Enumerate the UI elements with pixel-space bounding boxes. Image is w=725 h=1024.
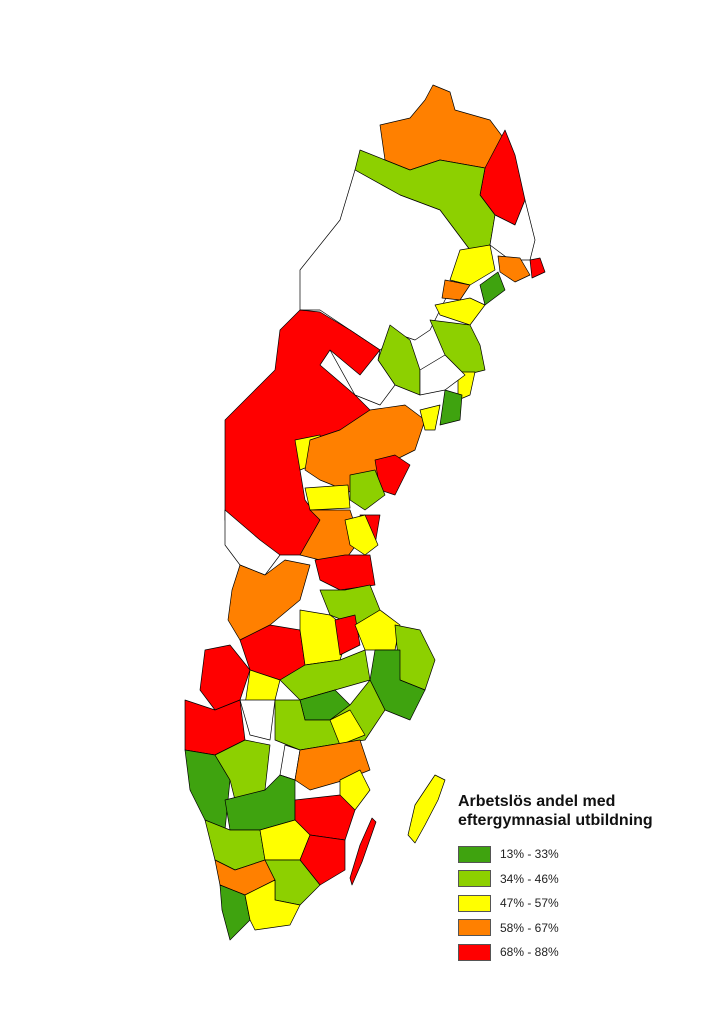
legend-title-line1: Arbetslös andel med [458,793,616,810]
map-legend: Arbetslös andel med eftergymnasial utbil… [458,792,653,965]
region-ne-yellow2 [434,297,486,326]
legend-label: 58% - 67% [500,920,559,935]
legend-label: 34% - 46% [500,871,559,886]
region-yellow3 [457,371,476,401]
island-oland [349,817,377,886]
legend-swatch [458,943,491,961]
region-red-s2 [334,614,361,656]
legend-item: 68% - 88% [458,940,653,965]
legend-label: 47% - 57% [500,896,559,911]
region-white3 [419,354,466,396]
legend-item: 34% - 46% [458,867,653,892]
legend-swatch [458,870,491,888]
legend-item: 47% - 57% [458,891,653,916]
region-north-orange [379,84,506,171]
legend-label: 68% - 88% [500,945,559,960]
legend-item: 13% - 33% [458,842,653,867]
region-yellow2 [344,514,379,556]
region-ne-orange [497,255,531,283]
legend-title: Arbetslös andel med eftergymnasial utbil… [458,792,653,830]
region-green3 [439,389,463,426]
region-central-lightgreen [349,469,386,511]
legend-swatch [458,919,491,937]
region-central-yellow [304,484,351,511]
island-gotland [407,774,446,844]
region-yellow-s7 [244,879,301,931]
region-ne-green [479,271,506,306]
region-white-lake [239,699,276,741]
legend-swatch [458,845,491,863]
region-ne-white [489,199,536,261]
region-orange3 [227,559,311,641]
legend-title-line2: eftergymnasial utbildning [458,812,653,829]
region-green-s5 [219,884,251,941]
region-central-yellow2 [419,404,441,431]
region-yellow-s4 [329,709,366,746]
legend-swatch [458,894,491,912]
region-ne-yellow [449,244,496,286]
region-red3 [314,554,376,591]
region-ne-red [529,257,546,279]
region-north-white [299,169,471,351]
legend-label: 13% - 33% [500,847,559,862]
legend-item: 58% - 67% [458,916,653,941]
